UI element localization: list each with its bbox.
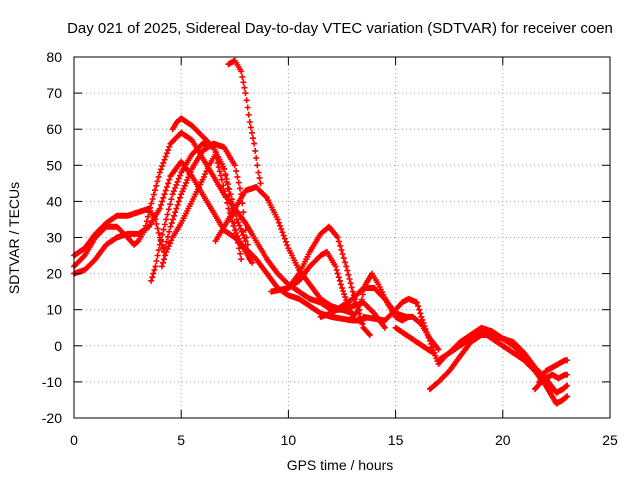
y-tick-label: 30 <box>46 230 62 246</box>
y-tick-label: 50 <box>46 157 62 173</box>
marker-trail-track-n <box>426 332 556 393</box>
marker-trail-track-e <box>158 151 255 270</box>
axis-ticks: -20 -10 0 10 20 30 40 50 60 70 80 0 5 10 15 20 25 <box>42 49 618 448</box>
series-track-h <box>225 57 264 187</box>
series-track-p <box>446 324 571 396</box>
series-track-n <box>426 332 556 393</box>
y-tick-label: 0 <box>54 338 62 354</box>
marker-trail-track-p <box>446 324 571 396</box>
x-tick-label: 25 <box>602 432 618 448</box>
marker-trail-track-i <box>268 223 373 338</box>
y-tick-label: 60 <box>46 121 62 137</box>
y-tick-label: 80 <box>46 49 62 65</box>
y-tick-label: -20 <box>42 410 62 426</box>
x-tick-label: 5 <box>177 432 185 448</box>
y-tick-label: 20 <box>46 266 62 282</box>
marker-trail-track-r <box>536 357 571 385</box>
x-axis-label: GPS time / hours <box>287 457 394 473</box>
marker-trail-track-j <box>285 248 412 324</box>
series-track-e <box>158 151 255 270</box>
series-track-l <box>360 295 448 367</box>
x-tick-label: 0 <box>70 432 78 448</box>
marker-trail-track-m <box>392 324 438 356</box>
series-track-f <box>169 115 249 245</box>
x-tick-label: 20 <box>495 432 511 448</box>
data-points <box>71 57 571 407</box>
marker-trail-track-l <box>360 295 448 367</box>
marker-trail-track-f <box>169 115 249 245</box>
series-track-j <box>285 248 412 324</box>
series-track-i <box>268 223 373 338</box>
x-tick-label: 15 <box>388 432 404 448</box>
marker-trail-track-h <box>225 57 264 187</box>
y-axis-label: SDTVAR / TECUs <box>6 182 22 294</box>
y-tick-label: 10 <box>46 302 62 318</box>
series-track-r <box>536 357 571 385</box>
x-tick-label: 10 <box>281 432 297 448</box>
y-tick-label: 40 <box>46 193 62 209</box>
chart-title: Day 021 of 2025, Sidereal Day-to-day VTE… <box>67 20 613 37</box>
y-tick-label: 70 <box>46 85 62 101</box>
y-tick-label: -10 <box>42 374 62 390</box>
series-track-m <box>392 324 438 356</box>
